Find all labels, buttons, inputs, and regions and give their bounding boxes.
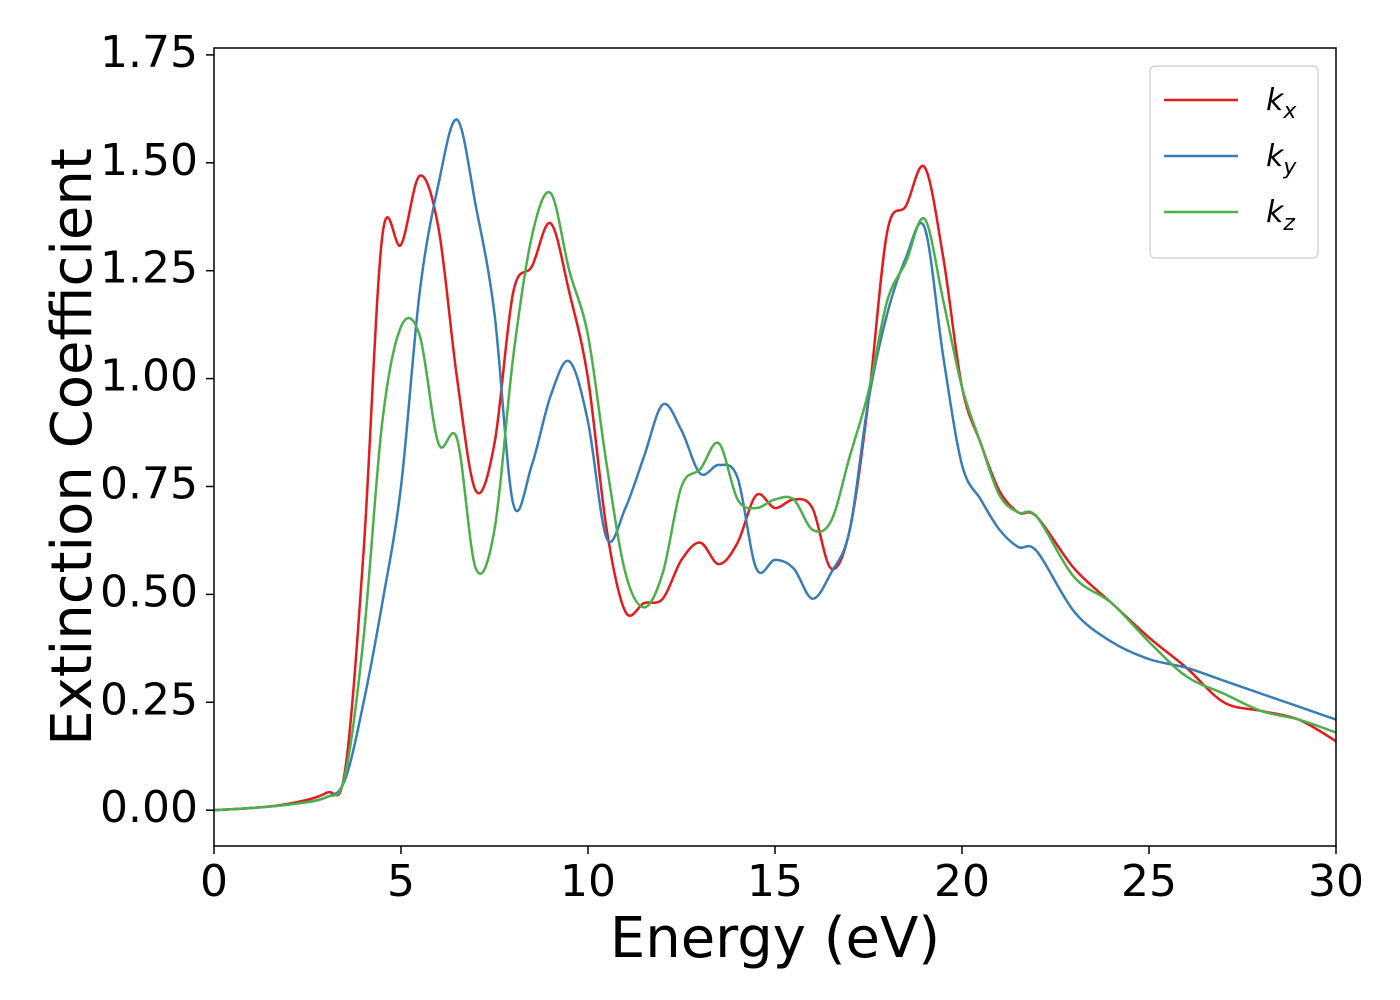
- x-axis-label: Energy (eV): [610, 906, 940, 971]
- x-tick-label: 30: [1308, 856, 1364, 907]
- legend-label: ky: [1266, 139, 1297, 180]
- y-tick-label: 0.25: [100, 674, 198, 725]
- x-tick-label: 10: [560, 856, 616, 907]
- y-tick-label: 1.50: [100, 135, 198, 186]
- x-tick-label: 5: [387, 856, 415, 907]
- y-tick-label: 0.00: [100, 782, 198, 833]
- x-tick-label: 0: [200, 856, 228, 907]
- y-tick-label: 0.50: [100, 566, 198, 617]
- data-line: [214, 118, 1336, 812]
- y-axis-label: Extinction Coefficient: [40, 148, 105, 746]
- plot-frame: [213, 47, 1337, 847]
- data-line: [214, 190, 1336, 812]
- y-tick-label: 0.75: [100, 458, 198, 509]
- x-tick-label: 15: [747, 856, 803, 907]
- legend-label: kz: [1266, 195, 1295, 236]
- y-tick-label: 1.75: [100, 27, 198, 78]
- x-tick-label: 25: [1121, 856, 1177, 907]
- y-tick-label: 1.25: [100, 243, 198, 294]
- data-line: [214, 164, 1336, 812]
- legend-label: kx: [1266, 83, 1297, 124]
- legend-box: [1149, 65, 1319, 259]
- y-tick-label: 1.00: [100, 351, 198, 402]
- x-tick-label: 20: [934, 856, 990, 907]
